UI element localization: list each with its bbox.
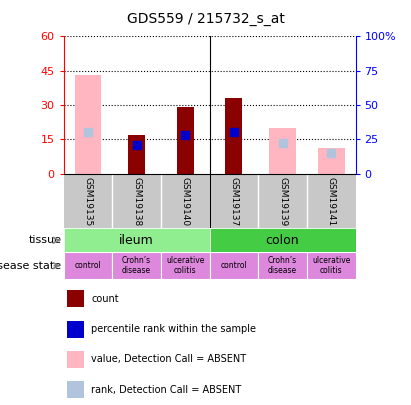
Text: GSM19139: GSM19139 — [278, 177, 287, 227]
Text: ileum: ileum — [119, 234, 154, 247]
Text: disease state: disease state — [0, 261, 61, 271]
Point — [133, 142, 140, 148]
Bar — [161, 252, 210, 279]
Bar — [307, 252, 356, 279]
Bar — [258, 252, 307, 279]
Text: Crohn’s
disease: Crohn’s disease — [268, 256, 297, 275]
Bar — [67, 290, 84, 307]
Bar — [75, 75, 102, 174]
Text: GSM19141: GSM19141 — [327, 177, 336, 226]
Bar — [210, 252, 258, 279]
Text: value, Detection Call = ABSENT: value, Detection Call = ABSENT — [91, 354, 247, 364]
Text: Crohn’s
disease: Crohn’s disease — [122, 256, 151, 275]
Point — [182, 132, 189, 139]
Bar — [269, 128, 296, 174]
Text: percentile rank within the sample: percentile rank within the sample — [91, 324, 256, 334]
Text: rank, Detection Call = ABSENT: rank, Detection Call = ABSENT — [91, 385, 242, 395]
Text: control: control — [75, 261, 102, 270]
Text: count: count — [91, 294, 119, 304]
Point — [328, 150, 335, 156]
Text: ulcerative
colitis: ulcerative colitis — [166, 256, 205, 275]
Text: GDS559 / 215732_s_at: GDS559 / 215732_s_at — [127, 12, 284, 26]
Text: GSM19140: GSM19140 — [181, 177, 190, 226]
Bar — [128, 135, 145, 174]
Bar — [318, 149, 344, 174]
Bar — [225, 98, 242, 174]
Bar — [67, 351, 84, 368]
Text: GSM19137: GSM19137 — [229, 177, 238, 227]
Bar — [177, 107, 194, 174]
Bar — [64, 252, 112, 279]
Text: ulcerative
colitis: ulcerative colitis — [312, 256, 351, 275]
Text: GSM19135: GSM19135 — [83, 177, 92, 227]
Bar — [64, 228, 210, 252]
Text: GSM19138: GSM19138 — [132, 177, 141, 227]
Point — [231, 129, 237, 136]
Point — [279, 140, 286, 147]
Bar — [112, 252, 161, 279]
Text: colon: colon — [266, 234, 299, 247]
Point — [85, 129, 91, 136]
Bar — [210, 228, 356, 252]
Bar — [67, 382, 84, 399]
Text: tissue: tissue — [28, 235, 61, 245]
Bar — [67, 321, 84, 338]
Text: control: control — [221, 261, 247, 270]
